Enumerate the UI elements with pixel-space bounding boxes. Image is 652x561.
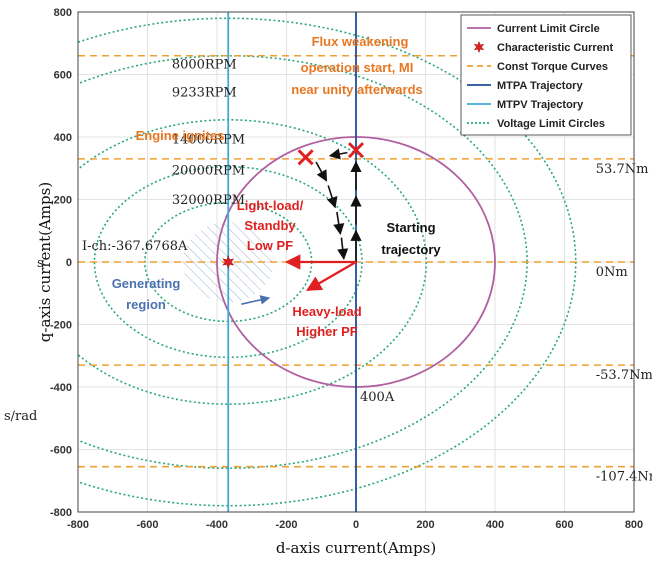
torque-label: 53.7Nm	[596, 162, 649, 177]
y-tick-label: 800	[54, 7, 72, 19]
legend-entry: Current Limit Circle	[497, 23, 600, 35]
x-tick-label: -800	[67, 519, 89, 531]
starting-line-2: trajectory	[381, 242, 441, 257]
annotation-engine-ignites: Engine ignites	[136, 128, 225, 143]
trajectory-arrow	[326, 185, 338, 209]
annotation-heavy-load: Heavy-load Higher PF	[292, 304, 361, 339]
y-tick-label: 200	[54, 195, 72, 207]
light-line-1: Light-load/	[237, 198, 304, 213]
left-fragment-s: s	[37, 256, 44, 271]
annotation-light-load: Light-load/ Standby Low PF	[237, 198, 304, 253]
flux-weakening-x-marker	[347, 142, 365, 159]
plot-content	[78, 12, 634, 512]
x-tick-label: 600	[555, 519, 573, 531]
y-tick-label: 0	[66, 257, 72, 269]
characteristic-current-star	[222, 255, 235, 269]
x-tick-label: -400	[206, 519, 228, 531]
heavy-line-1: Heavy-load	[292, 304, 361, 319]
rpm-label: 14000RPM	[172, 132, 245, 147]
x-tick-label: 800	[625, 519, 643, 531]
x-tick-label: 400	[486, 519, 504, 531]
rpm-labels: 8000RPM 9233RPM 14000RPM 20000RPM 32000RPM	[172, 57, 245, 208]
y-axis-label: q-axis current(Amps)	[36, 182, 54, 342]
rpm-label: 20000RPM	[172, 164, 245, 179]
axis-ticks: -800 -600 -400 -200 0 200 400 600 800 800 600 400 20…	[50, 7, 643, 531]
heavy-line-2: Higher PF	[296, 324, 357, 339]
annotation-starting-trajectory: Starting trajectory	[381, 220, 441, 257]
x-axis-label: d-axis current(Amps)	[276, 539, 436, 557]
y-tick-label: -600	[50, 445, 72, 457]
torque-labels: 53.7Nm 0Nm -53.7Nm -107.4Nm	[596, 162, 652, 485]
y-tick-label: 400	[54, 132, 72, 144]
legend-entry: MTPV Trajectory	[497, 99, 584, 111]
legend-entry: Characteristic Current	[497, 42, 613, 54]
legend-symbol	[473, 40, 485, 54]
x-tick-label: 0	[353, 519, 359, 531]
trajectory-arrow	[328, 148, 348, 160]
light-line-2: Standby	[244, 218, 296, 233]
trajectory-arrow	[315, 161, 328, 182]
characteristic-current-label: I-ch:-367.6768A	[82, 239, 188, 254]
trajectory-arrow	[241, 295, 271, 305]
annotation-flux-weakening: Flux weakening operation start, MI near …	[291, 34, 423, 97]
legend-entry: Const Torque Curves	[497, 61, 608, 73]
rpm-label: 9233RPM	[172, 85, 237, 100]
current-limit-radius-label: 400A	[360, 390, 395, 405]
flux-line-1: Flux weakening	[312, 34, 409, 49]
torque-label: 0Nm	[596, 265, 628, 280]
y-tick-label: -200	[50, 320, 72, 332]
light-line-3: Low PF	[247, 238, 293, 253]
plot-frame	[77, 11, 635, 513]
flux-line-2: operation start, MI	[301, 60, 414, 75]
trajectory-arrow	[306, 261, 357, 292]
y-tick-label: -800	[50, 507, 72, 519]
legend-entry: Voltage Limit Circles	[497, 118, 605, 130]
torque-label: -107.4Nm	[596, 470, 652, 485]
x-tick-label: -200	[275, 519, 297, 531]
flux-weakening-x-marker	[297, 149, 314, 166]
legend-entry: MTPA Trajectory	[497, 80, 583, 92]
y-tick-label: -400	[50, 382, 72, 394]
rpm-label: 8000RPM	[172, 57, 237, 72]
starting-line-1: Starting	[386, 220, 435, 235]
trajectory-arrow	[333, 211, 345, 235]
flux-line-3: near unity afterwards	[291, 82, 423, 97]
rpm-label: 32000RPM	[172, 193, 245, 208]
x-tick-label: 200	[416, 519, 434, 531]
trajectory-arrow	[337, 237, 349, 260]
legend-box	[460, 14, 632, 136]
annotation-generating-region: Generating region	[112, 276, 181, 312]
x-tick-label: -600	[136, 519, 158, 531]
y-tick-label: 600	[54, 70, 72, 82]
generating-line-2: region	[126, 297, 166, 312]
generating-line-1: Generating	[112, 276, 181, 291]
legend: Current Limit Circle Characteristic Curre…	[460, 14, 632, 136]
left-fragment-srad: s/rad	[4, 409, 37, 424]
torque-label: -53.7Nm	[596, 368, 652, 383]
